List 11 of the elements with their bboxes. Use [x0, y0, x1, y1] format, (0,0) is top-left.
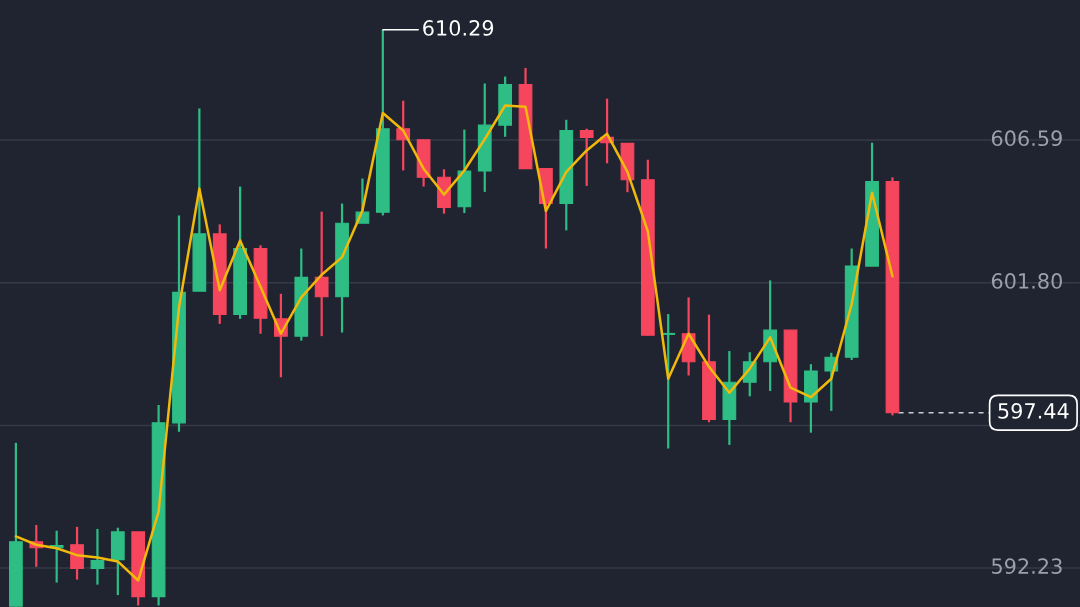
- annotation: 610.29: [423, 20, 494, 36]
- candlestick: [579, 127, 594, 188]
- y-tick-label: 592.23: [992, 558, 1062, 575]
- y-tick-label: 601.80: [991, 273, 1062, 289]
- candlestick: [90, 527, 105, 586]
- ref-line-label: 597.44: [998, 403, 1069, 419]
- candlestick: [661, 312, 676, 450]
- candlestick: [70, 525, 84, 581]
- line-series: [14, 104, 894, 582]
- candlestick: [314, 210, 329, 338]
- y-tick-label: 606.59: [991, 130, 1062, 147]
